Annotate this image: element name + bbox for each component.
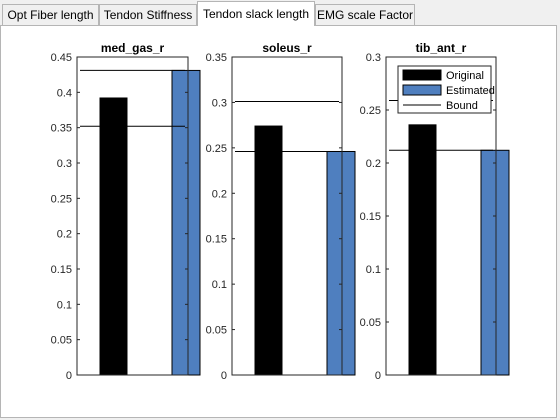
y-tick-label: 0.1 bbox=[366, 264, 381, 276]
tab-emg-scale-factor[interactable]: EMG scale Factor bbox=[315, 4, 415, 25]
y-tick-label: 0.2 bbox=[366, 158, 381, 170]
y-tick-label: 0.3 bbox=[366, 52, 381, 64]
y-tick-label: 0.4 bbox=[57, 87, 72, 99]
legend-swatch-estimated bbox=[402, 84, 442, 96]
y-tick-label: 0.25 bbox=[360, 105, 381, 117]
y-tick-label: 0.2 bbox=[212, 188, 227, 200]
y-tick-label: 0.1 bbox=[212, 279, 227, 291]
y-tick-label: 0.3 bbox=[57, 158, 72, 170]
y-tick-label: 0.05 bbox=[360, 317, 381, 329]
y-tick-label: 0.35 bbox=[206, 52, 227, 64]
bar-estimated bbox=[480, 149, 510, 376]
tab-opt-fiber-length[interactable]: Opt Fiber length bbox=[2, 4, 99, 25]
bar-original bbox=[99, 97, 128, 376]
y-tick-label: 0.25 bbox=[51, 193, 72, 205]
y-tick-label: 0 bbox=[221, 370, 227, 382]
tab-bar: Opt Fiber length Tendon Stiffness Tendon… bbox=[0, 0, 560, 26]
chart-title: tib_ant_r bbox=[416, 41, 467, 55]
legend-label-estimated: Estimated bbox=[446, 85, 495, 97]
chart-title: soleus_r bbox=[262, 41, 312, 55]
legend-label-original: Original bbox=[446, 70, 484, 82]
y-tick-label: 0.15 bbox=[206, 234, 227, 246]
legend-swatch-original bbox=[402, 69, 442, 81]
y-tick-label: 0 bbox=[66, 370, 72, 382]
y-tick-label: 0.15 bbox=[51, 264, 72, 276]
axes-box bbox=[231, 56, 343, 376]
plot-area-1 bbox=[77, 57, 188, 375]
axes-box bbox=[76, 56, 189, 376]
tab-tendon-stiffness[interactable]: Tendon Stiffness bbox=[99, 4, 197, 25]
y-tick-label: 0.25 bbox=[206, 143, 227, 155]
y-tick-label: 0.05 bbox=[206, 325, 227, 337]
chart-title: med_gas_r bbox=[101, 41, 165, 55]
plot-area-2 bbox=[232, 57, 342, 375]
y-tick-label: 0.05 bbox=[51, 335, 72, 347]
bar-original bbox=[408, 124, 437, 376]
y-tick-label: 0.1 bbox=[57, 299, 72, 311]
bar-estimated bbox=[171, 69, 201, 376]
y-tick-label: 0.15 bbox=[360, 211, 381, 223]
y-tick-label: 0.45 bbox=[51, 52, 72, 64]
bar-estimated bbox=[326, 150, 356, 376]
y-tick-label: 0.35 bbox=[51, 123, 72, 135]
y-tick-label: 0.2 bbox=[57, 229, 72, 241]
y-tick-label: 0 bbox=[375, 370, 381, 382]
y-tick-label: 0.3 bbox=[212, 97, 227, 109]
bar-original bbox=[254, 125, 283, 376]
legend-label-bound: Bound bbox=[446, 100, 478, 112]
tab-tendon-slack-length[interactable]: Tendon slack length bbox=[197, 1, 315, 26]
